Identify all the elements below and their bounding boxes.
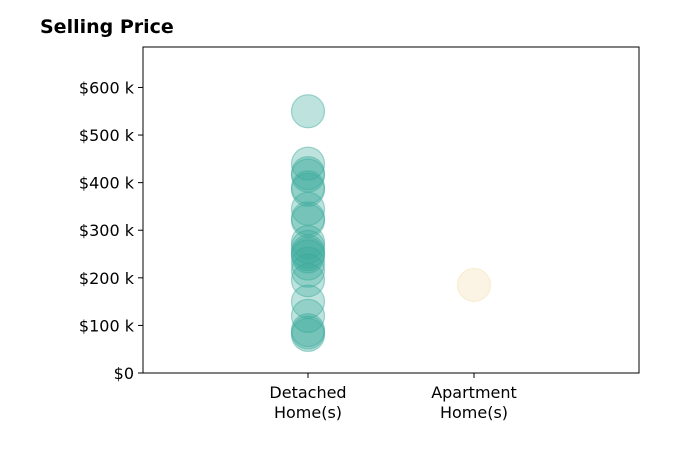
data-point — [290, 158, 326, 193]
y-tick-label: $200 k — [79, 269, 135, 288]
data-point — [290, 239, 326, 274]
plot-area — [142, 46, 640, 374]
data-point — [290, 203, 326, 238]
y-tick-label: $400 k — [79, 174, 135, 193]
y-tick-label: $500 k — [79, 126, 135, 145]
data-point — [290, 146, 326, 181]
data-point — [290, 156, 326, 191]
x-tick-label: Detached Home(s) — [269, 383, 346, 422]
data-point — [290, 317, 326, 353]
data-point — [290, 253, 326, 288]
data-point — [290, 315, 326, 350]
data-point — [290, 170, 326, 205]
data-point — [290, 225, 326, 260]
data-point — [290, 229, 326, 264]
data-point — [290, 172, 326, 207]
x-axis: Detached Home(s) Apartment Home(s) — [269, 373, 517, 422]
data-point — [290, 94, 326, 129]
y-tick-label: $100 k — [79, 316, 135, 335]
y-tick-label: $0 — [114, 364, 134, 383]
data-point — [290, 236, 326, 272]
data-point — [290, 201, 326, 236]
data-points — [290, 94, 492, 353]
data-point — [290, 191, 326, 226]
data-point — [290, 263, 326, 298]
x-tick-label: Apartment Home(s) — [431, 383, 517, 422]
chart-title: Selling Price — [40, 16, 174, 38]
y-tick-label: $300 k — [79, 221, 135, 240]
data-point — [290, 246, 326, 281]
data-point — [290, 298, 326, 333]
data-point — [290, 284, 326, 319]
data-point — [456, 267, 492, 303]
data-point — [290, 313, 326, 348]
y-tick-label: $600 k — [79, 78, 135, 97]
y-axis: $0 $100 k $200 k $300 k $400 k $500 k $600 k — [79, 78, 143, 383]
data-point — [290, 234, 326, 269]
